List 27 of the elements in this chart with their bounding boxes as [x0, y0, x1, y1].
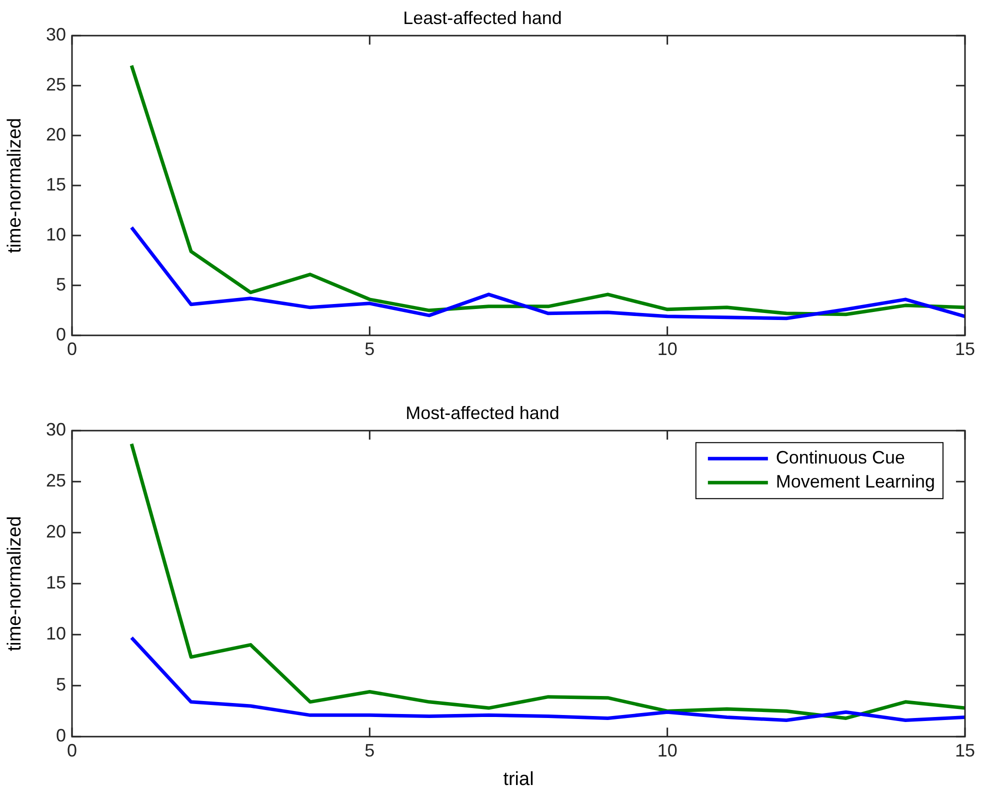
y-tick-label: 20 [46, 124, 66, 144]
x-tick-label: 5 [364, 740, 375, 760]
x-tick-label: 15 [954, 339, 976, 360]
y-tick-label: 15 [46, 174, 66, 194]
y-axis-title: time-normalized [4, 516, 26, 652]
x-tick-label: 15 [954, 740, 976, 760]
y-tick-label: 25 [46, 470, 66, 491]
y-tick-label: 15 [46, 572, 66, 593]
y-axis-title: time-normalized [4, 118, 26, 254]
y-tick-label: 20 [46, 522, 66, 542]
y-tick-label: 10 [46, 224, 66, 244]
y-tick-label: 5 [56, 674, 66, 695]
x-axis-title: trial [503, 768, 534, 790]
y-tick-label: 30 [46, 24, 66, 45]
x-tick-label: 10 [657, 740, 678, 760]
y-tick-label: 25 [46, 74, 66, 95]
chart-title: Most-affected hand [406, 402, 560, 423]
x-tick-label: 5 [364, 339, 375, 360]
x-tick-label: 10 [657, 339, 678, 360]
legend-label: Movement Learning [776, 472, 936, 492]
y-tick-label: 0 [56, 324, 66, 344]
y-tick-label: 0 [56, 726, 66, 746]
y-tick-label: 30 [46, 420, 66, 440]
y-tick-label: 10 [46, 624, 66, 644]
y-tick-label: 5 [56, 274, 66, 294]
legend-label: Continuous Cue [776, 448, 906, 468]
chart-title: Least-affected hand [403, 8, 562, 28]
